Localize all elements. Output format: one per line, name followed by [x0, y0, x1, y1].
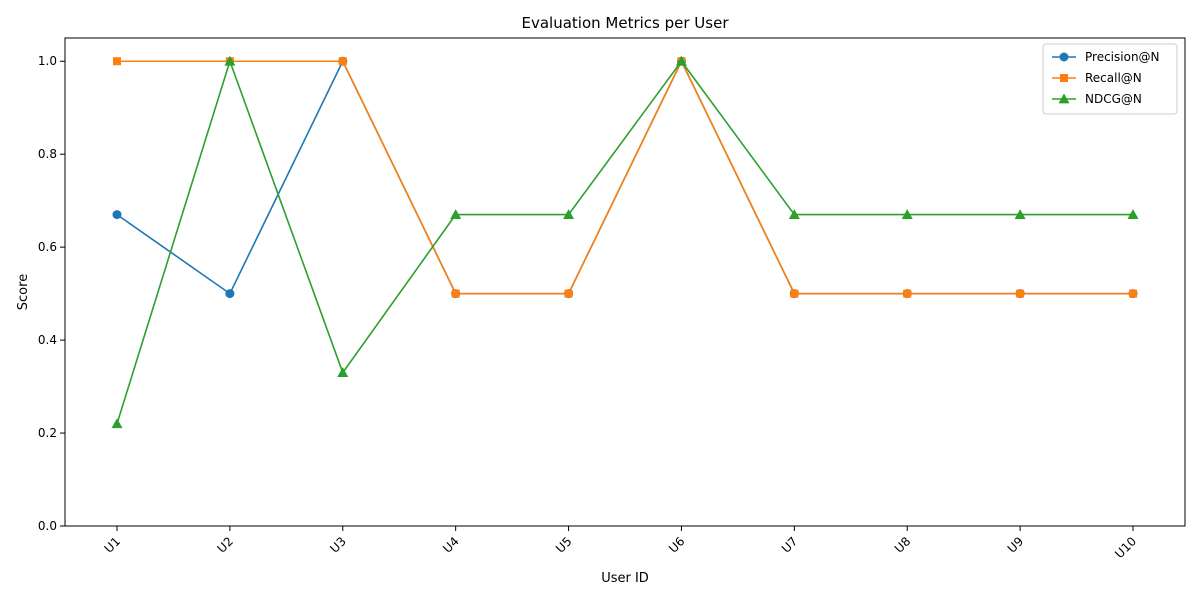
y-tick-label: 0.6: [38, 240, 57, 254]
x-tick-label: U8: [892, 534, 914, 556]
y-axis: 0.0 0.2 0.4 0.6 0.8 1.0: [38, 54, 65, 533]
y-tick-label: 0.2: [38, 426, 57, 440]
data-point: [790, 289, 799, 298]
series-recall-n: [113, 57, 1137, 298]
data-point: [1129, 289, 1137, 298]
data-point: [111, 418, 123, 429]
series-layer: [111, 55, 1139, 429]
data-point: [1127, 209, 1139, 220]
legend-marker: [1058, 93, 1070, 104]
y-tick-label: 0.4: [38, 333, 57, 347]
legend-item: Recall@N: [1052, 71, 1142, 85]
plot-frame: [64, 37, 1186, 527]
data-point: [564, 289, 573, 298]
data-point: [901, 209, 913, 220]
data-point: [563, 209, 575, 220]
x-axis: U1 U2 U3 U4 U5 U6 U7 U8 U9 U10: [102, 526, 1139, 561]
data-point: [1016, 289, 1025, 298]
legend-label: NDCG@N: [1085, 92, 1142, 106]
legend-label: Recall@N: [1085, 71, 1142, 85]
data-point: [224, 55, 236, 66]
x-tick-label: U7: [779, 534, 801, 556]
data-point: [225, 289, 235, 299]
legend-item: NDCG@N: [1052, 92, 1142, 106]
data-point: [112, 210, 122, 220]
x-tick-label: U6: [666, 534, 688, 556]
y-tick-label: 0.8: [38, 147, 57, 161]
legend-item: Precision@N: [1052, 50, 1160, 64]
x-tick-label: U3: [327, 534, 349, 556]
y-tick-label: 1.0: [38, 54, 57, 68]
x-tick-label: U9: [1005, 534, 1027, 556]
data-point: [337, 367, 349, 378]
x-tick-label: U4: [440, 534, 462, 556]
legend-label: Precision@N: [1085, 50, 1160, 64]
legend-box: [1042, 43, 1178, 115]
y-tick-label: 0.0: [38, 519, 57, 533]
data-point: [113, 57, 121, 66]
data-point: [675, 55, 687, 66]
legend: Precision@N Recall@N NDCG@N: [1042, 43, 1178, 115]
x-tick-label: U10: [1112, 534, 1139, 561]
x-axis-label: User ID: [601, 571, 649, 586]
chart-title: Evaluation Metrics per User: [521, 14, 729, 32]
legend-marker: [1059, 52, 1069, 62]
data-point: [788, 209, 800, 220]
plot-area: 0.0 0.2 0.4 0.6 0.8 1.0 U1 U2 U3 U4 U5 U6 U7 U8 U9 U10: [38, 37, 1186, 561]
x-tick-label: U1: [102, 534, 124, 556]
x-tick-label: U5: [553, 534, 575, 556]
data-point: [903, 289, 912, 298]
series-line: [116, 58, 1133, 424]
x-tick-label: U2: [214, 534, 236, 556]
series-line: [117, 59, 1133, 295]
data-point: [450, 209, 462, 220]
data-point: [338, 57, 347, 66]
series-ndcg-n: [111, 55, 1139, 429]
y-axis-label: Score: [16, 274, 31, 310]
legend-marker: [1060, 74, 1068, 82]
data-point: [451, 289, 460, 298]
data-point: [1014, 209, 1026, 220]
